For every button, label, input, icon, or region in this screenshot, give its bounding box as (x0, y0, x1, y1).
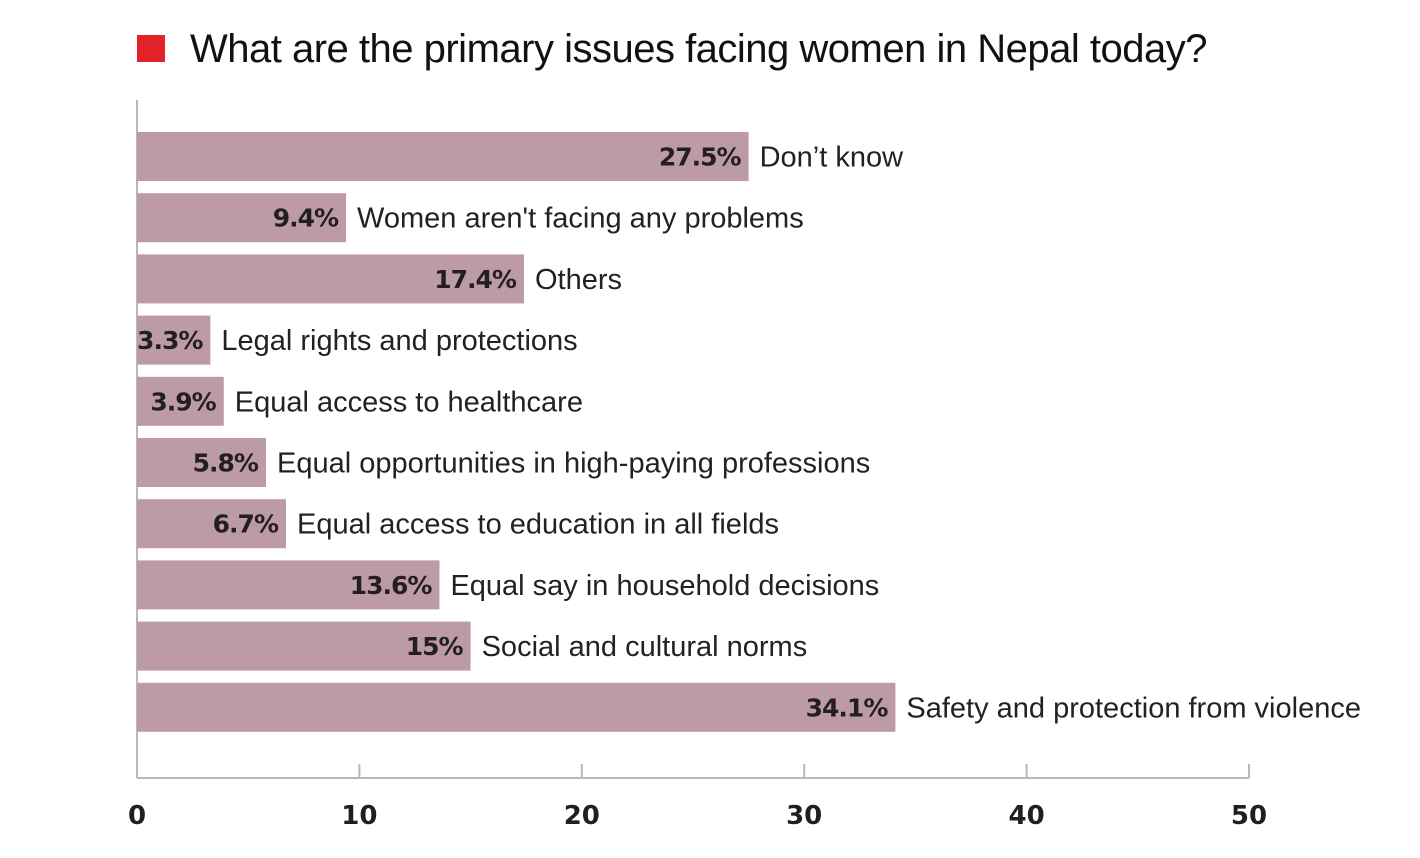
bar (137, 621, 471, 671)
bar-value-label: 27.5% (659, 143, 742, 172)
bar-value-label: 6.7% (213, 510, 279, 539)
bar-category-label: Safety and protection from violence (906, 692, 1361, 724)
title-marker (137, 35, 165, 62)
bar-value-label: 34.1% (806, 693, 889, 722)
bar-row: 27.5% Don’t know (137, 132, 904, 181)
bar-row: 3.3% Legal rights and protections (137, 315, 578, 365)
bar-value-label: 17.4% (434, 265, 517, 294)
bar-category-label: Equal opportunities in high-paying profe… (277, 448, 870, 480)
bar-value-label: 9.4% (273, 204, 339, 233)
bar (137, 560, 440, 610)
bar-row: 5.8% Equal opportunities in high-paying p… (137, 438, 870, 487)
bar (137, 193, 347, 243)
bar-row: 34.1% Safety and protection from violence (137, 682, 1361, 732)
bar-category-label: Others (535, 264, 622, 296)
bar-value-label: 13.6% (350, 571, 433, 600)
bar-row: 6.7% Equal access to education in all fie… (137, 499, 779, 549)
x-axis: 0 10 20 30 40 50 (128, 100, 1267, 831)
bar-row: 13.6% Equal say in household decisions (137, 560, 879, 610)
x-tick-label: 50 (1231, 801, 1267, 831)
bar-row: 3.9% Equal access to healthcare (137, 376, 583, 426)
bar-category-label: Equal access to healthcare (235, 386, 583, 418)
bar (137, 438, 266, 487)
x-tick-label: 0 (128, 801, 146, 831)
bar (137, 254, 524, 304)
bars: 27.5% Don’t know 9.4% Women aren't facing a… (137, 132, 1361, 732)
bar-value-label: 3.3% (137, 326, 203, 355)
bar-category-label: Social and cultural norms (482, 631, 808, 663)
bar-category-label: Don’t know (760, 142, 905, 174)
bar-row: 15% Social and cultural norms (137, 621, 808, 671)
x-tick-label: 10 (341, 801, 377, 831)
bar (137, 682, 896, 732)
bar-category-label: Legal rights and protections (221, 325, 577, 357)
bar-row: 9.4% Women aren't facing any problems (137, 193, 804, 243)
bar (137, 315, 211, 365)
bar-row: 17.4% Others (137, 254, 622, 304)
x-tick-label: 20 (564, 801, 600, 831)
bar-category-label: Equal access to education in all fields (297, 509, 779, 541)
bar (137, 376, 224, 426)
x-tick-label: 40 (1009, 801, 1045, 831)
bar-value-label: 15% (406, 632, 464, 661)
bar-category-label: Women aren't facing any problems (357, 203, 804, 235)
bar-value-label: 3.9% (150, 387, 216, 416)
bar-value-label: 5.8% (193, 449, 259, 478)
bar (137, 499, 287, 549)
bar (137, 132, 749, 181)
chart-title: What are the primary issues facing women… (190, 27, 1207, 71)
x-tick-label: 30 (786, 801, 822, 831)
bar-category-label: Equal say in household decisions (450, 570, 879, 602)
